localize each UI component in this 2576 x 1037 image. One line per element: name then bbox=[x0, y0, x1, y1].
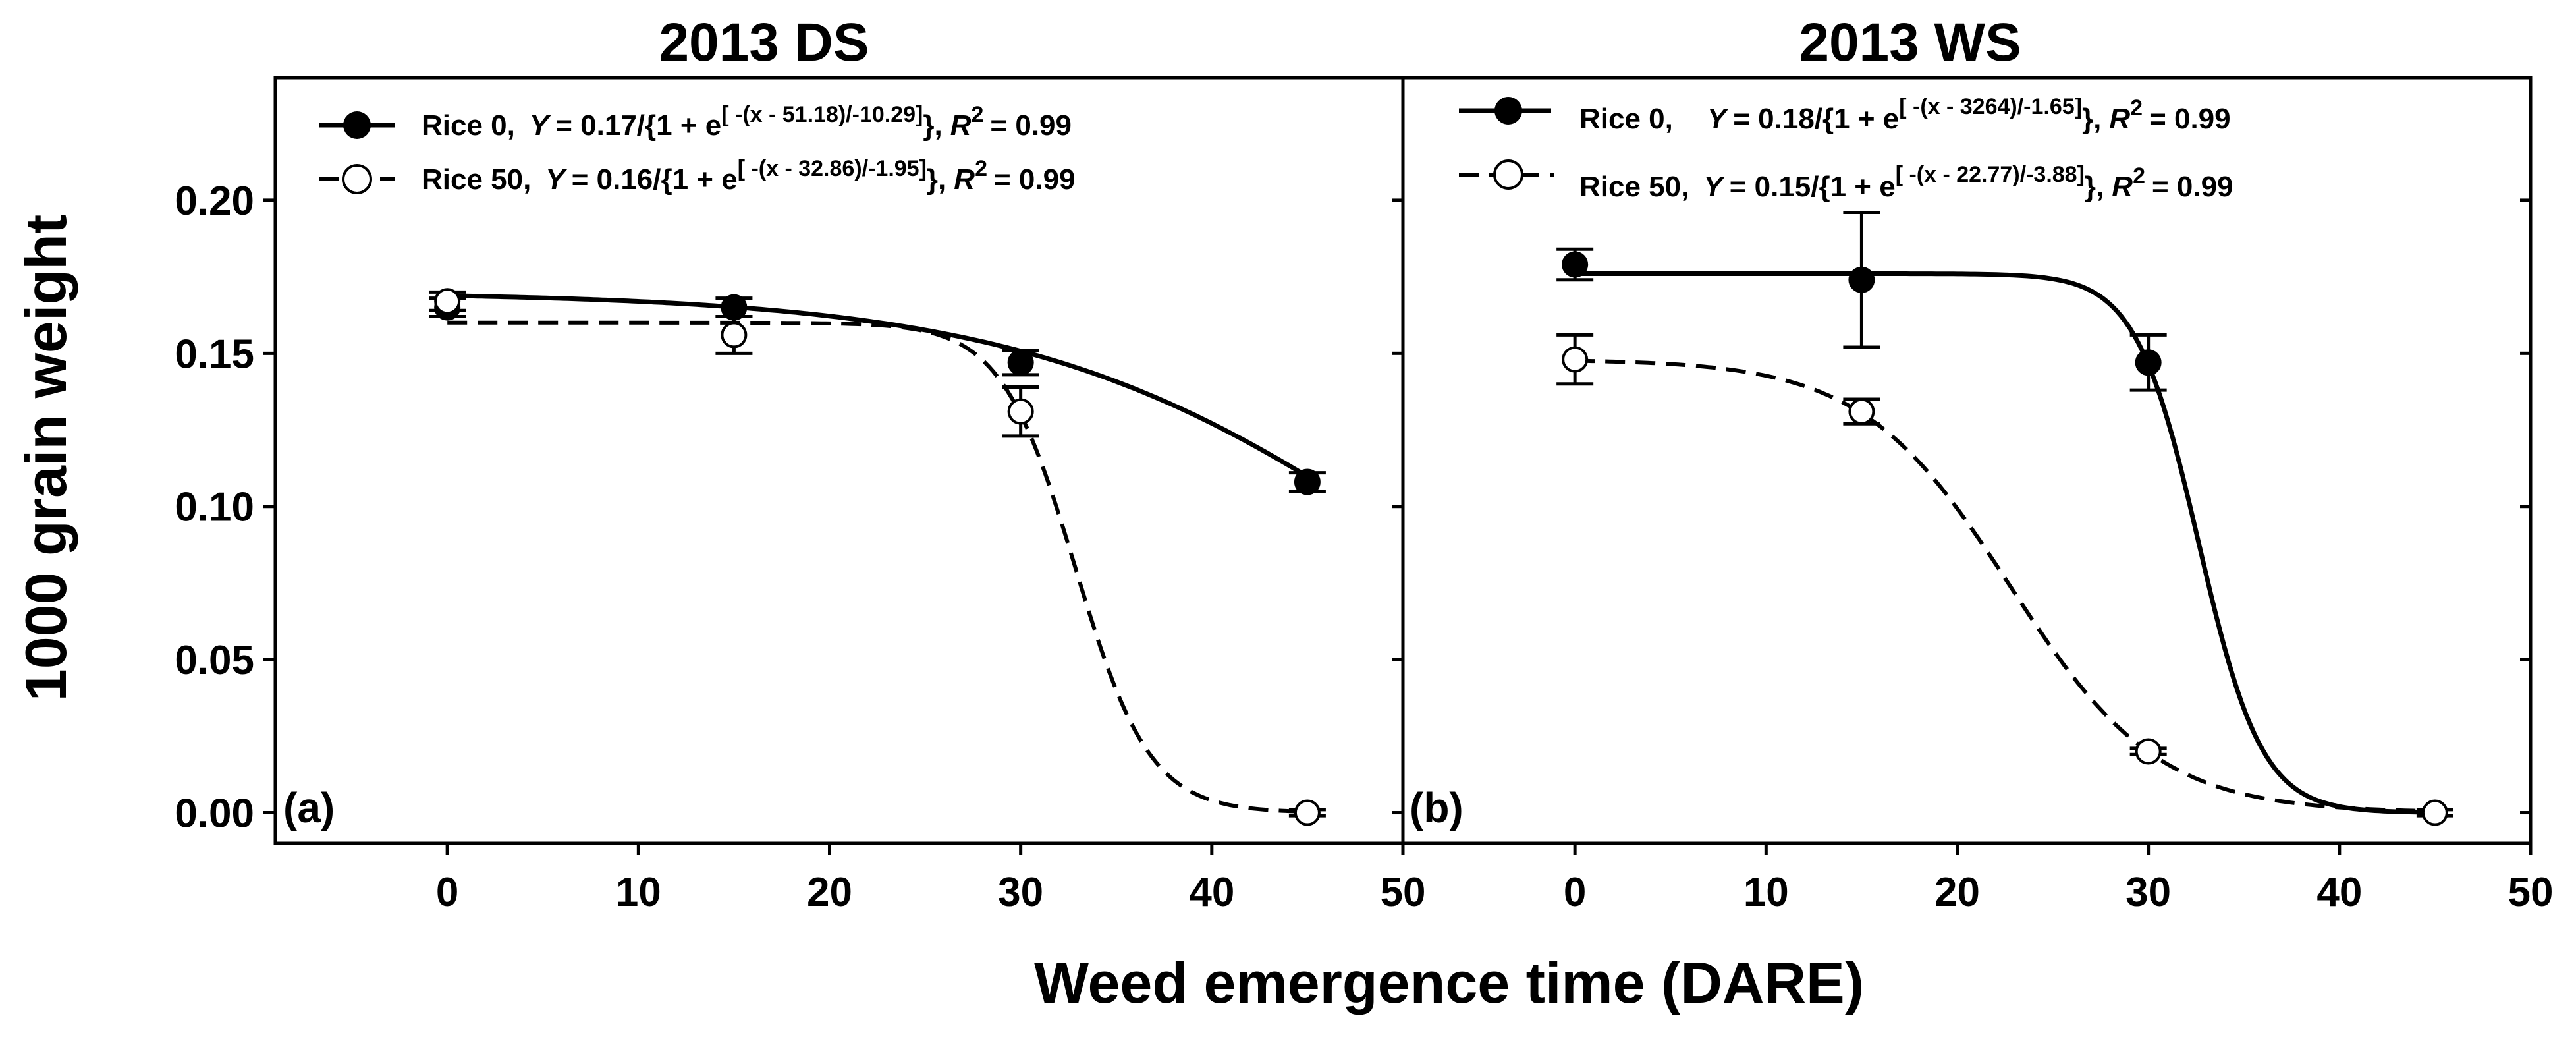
data-point-rice-0 bbox=[1848, 266, 1875, 293]
x-tick-label: 0 bbox=[436, 870, 458, 915]
data-point-rice-0 bbox=[1294, 468, 1321, 495]
legend-label: Rice 50, bbox=[422, 163, 531, 196]
panel-b: 2013 WS 0 10 20 30 40 50 (b) Rice 0, Y = 0.18/{… bbox=[1401, 13, 2554, 915]
x-tick-label: 20 bbox=[1934, 870, 1980, 915]
y-axis-title: 1000 grain weight bbox=[13, 215, 78, 701]
panel-a: 2013 DS 0 10 20 30 40 500.000.050.100.150.20 … bbox=[175, 13, 1425, 915]
legend-equation: Rice 0, Y = 0.18/{1 + e[ -(x - 3264)/-1.65… bbox=[1579, 94, 2231, 135]
data-point-rice-0 bbox=[2135, 349, 2162, 376]
panel-b-label: (b) bbox=[1410, 784, 1464, 831]
y-tick-label: 0.15 bbox=[175, 331, 254, 377]
legend-equation: Rice 50, Y = 0.16/{1 + e[ -(x - 32.86)/-1.… bbox=[422, 156, 1076, 196]
x-tick-label: 30 bbox=[998, 870, 1043, 915]
legend-marker-open bbox=[342, 164, 372, 194]
data-point-rice-50 bbox=[1294, 799, 1321, 826]
panel-a-title: 2013 DS bbox=[659, 13, 869, 72]
fit-curve-rice-0 bbox=[1575, 271, 2435, 815]
data-point-rice-50 bbox=[434, 288, 461, 315]
panel-b-legend: Rice 0, Y = 0.18/{1 + e[ -(x - 3264)/-1.65… bbox=[1459, 94, 2233, 203]
x-tick-label: 20 bbox=[807, 870, 852, 915]
x-tick-label: 30 bbox=[2125, 870, 2171, 915]
x-tick-label: 50 bbox=[2508, 870, 2554, 915]
data-point-rice-50 bbox=[1007, 398, 1034, 425]
fit-curve-rice-50 bbox=[447, 320, 1307, 814]
data-point-rice-50 bbox=[1562, 346, 1589, 373]
data-point-rice-50 bbox=[2135, 738, 2162, 765]
legend-equation: Rice 50, Y = 0.15/{1 + e[ -(x - 22.77)/-3.… bbox=[1579, 162, 2233, 203]
panel-b-title: 2013 WS bbox=[1799, 13, 2021, 72]
x-tick-label: 50 bbox=[1381, 870, 1426, 915]
legend-label: Rice 50, bbox=[1579, 171, 1689, 203]
x-tick-label: 0 bbox=[1564, 870, 1586, 915]
legend-marker-open bbox=[1493, 159, 1523, 190]
panel-a-label: (a) bbox=[283, 784, 335, 831]
panel-a-ticks: 0 10 20 30 40 50 0.00 0.05 0.10 0.15 0.20 bbox=[175, 179, 1425, 915]
legend-marker-filled bbox=[343, 111, 371, 139]
data-point-rice-50 bbox=[721, 322, 748, 349]
panel-b-points bbox=[1556, 211, 2453, 826]
panel-b-frame bbox=[1401, 76, 2533, 845]
y-tick-label: 0.05 bbox=[175, 638, 254, 683]
legend-marker-filled bbox=[1494, 97, 1522, 125]
legend-entry-rice-50: Rice 50, Y = 0.15/{1 + e[ -(x - 22.77)/-3.… bbox=[1459, 159, 2233, 203]
panel-a-points bbox=[429, 288, 1326, 826]
panel-a-legend: Rice 0, Y = 0.17/{1 + e[ -(x - 51.18)/-10.… bbox=[319, 102, 1076, 196]
data-point-rice-50 bbox=[1848, 398, 1875, 425]
y-tick-label: 0.00 bbox=[175, 791, 254, 837]
legend-entry-rice-0: Rice 0, Y = 0.18/{1 + e[ -(x - 3264)/-1.65… bbox=[1459, 94, 2231, 135]
panel-a-curves bbox=[447, 293, 1309, 814]
y-tick-label: 0.20 bbox=[175, 179, 254, 224]
legend-label: Rice 0, bbox=[1579, 103, 1673, 135]
legend-label: Rice 0, bbox=[422, 109, 515, 142]
panel-b-curves bbox=[1575, 271, 2435, 815]
x-tick-label: 10 bbox=[616, 870, 661, 915]
x-axis-title: Weed emergence time (DARE) bbox=[1034, 950, 1864, 1015]
legend-entry-rice-50: Rice 50, Y = 0.16/{1 + e[ -(x - 32.86)/-1.… bbox=[319, 156, 1076, 196]
data-point-rice-50 bbox=[2421, 799, 2448, 826]
fit-curve-rice-50 bbox=[1575, 358, 2435, 814]
x-tick-label: 10 bbox=[1743, 870, 1789, 915]
data-point-rice-0 bbox=[1007, 349, 1034, 376]
y-tick-label: 0.10 bbox=[175, 485, 254, 530]
x-tick-label: 40 bbox=[2316, 870, 2362, 915]
legend-entry-rice-0: Rice 0, Y = 0.17/{1 + e[ -(x - 51.18)/-10.… bbox=[319, 102, 1072, 142]
panel-b-ticks: 0 10 20 30 40 50 bbox=[1564, 198, 2554, 915]
data-point-rice-0 bbox=[1562, 251, 1589, 278]
x-tick-label: 40 bbox=[1189, 870, 1234, 915]
legend-equation: Rice 0, Y = 0.17/{1 + e[ -(x - 51.18)/-10.… bbox=[422, 102, 1072, 142]
fit-curve-rice-0 bbox=[447, 293, 1309, 479]
